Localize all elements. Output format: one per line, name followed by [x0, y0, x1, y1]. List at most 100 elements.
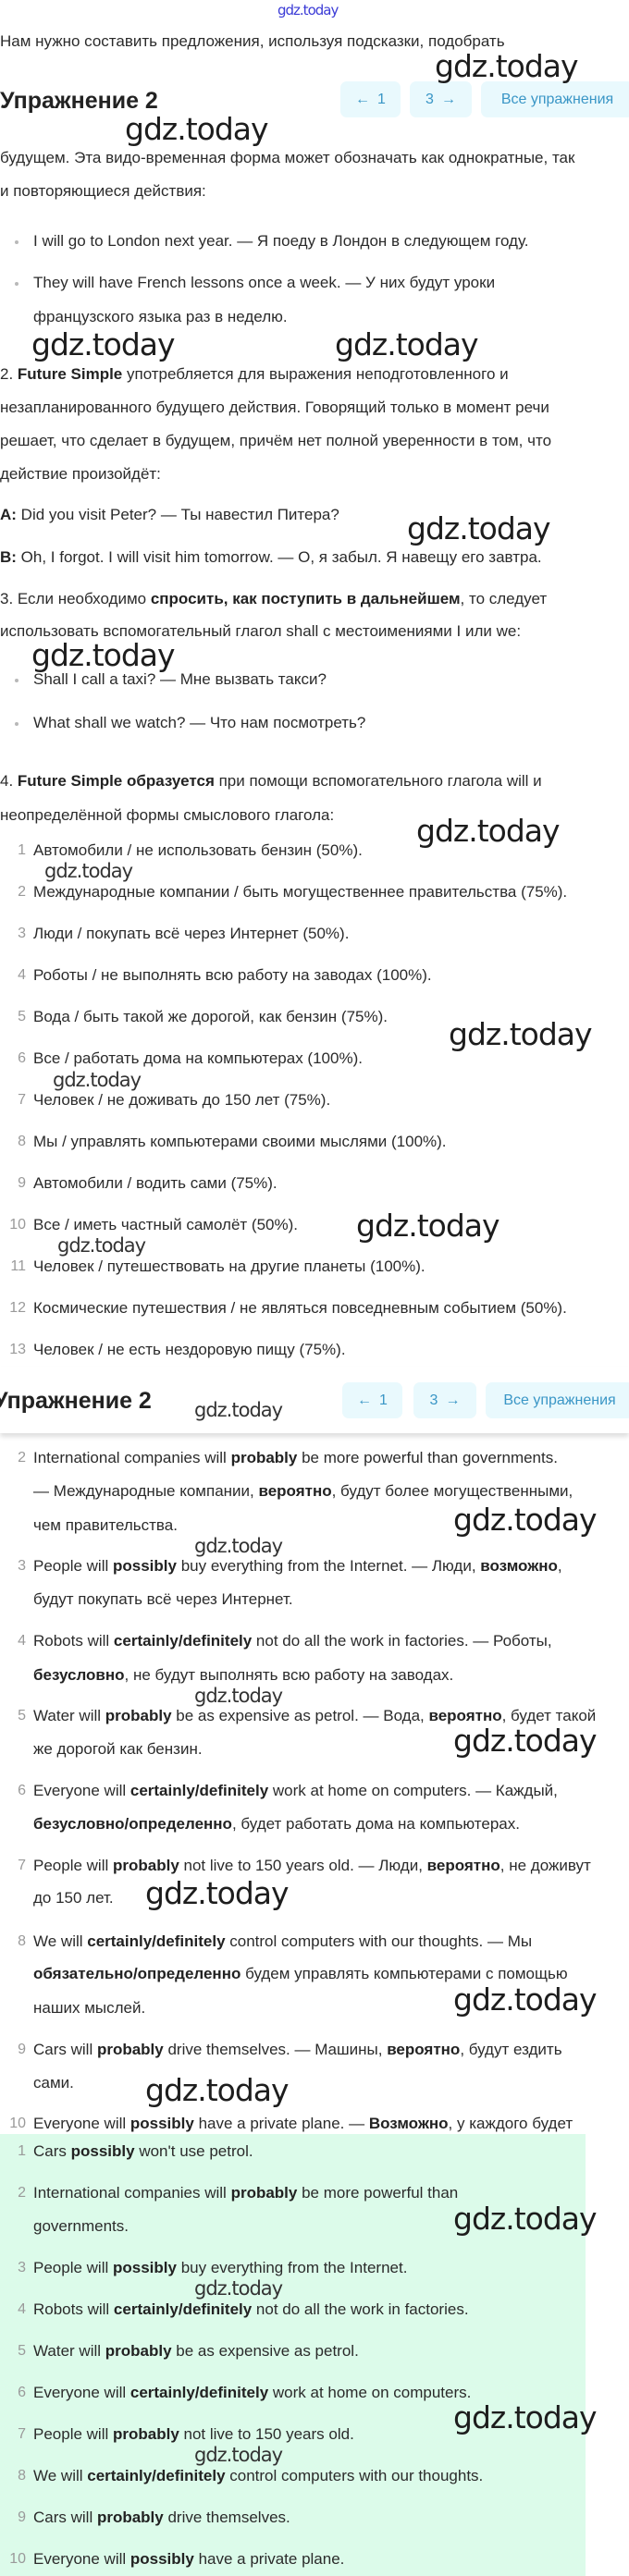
sticky-title: Упражнение 2	[0, 1388, 152, 1414]
translation-line: People will probably not live to 150 yea…	[33, 1856, 591, 1876]
translation-line: будут покупать всё через Интернет.	[33, 1589, 293, 1610]
bold-text: вероятно	[428, 1707, 502, 1724]
prev-label: 1	[379, 1392, 388, 1408]
text: неопределённой формы смыслового глагола:	[0, 806, 335, 824]
answer-line: Everyone will possibly have a private pl…	[33, 2549, 344, 2570]
translation-line: Water will probably be as expensive as p…	[33, 1706, 596, 1726]
bold-text: Future Simple образуется	[17, 772, 215, 790]
watermark: gdz.today	[145, 2072, 290, 2108]
item-number: 11	[10, 1258, 26, 1274]
text: International companies will	[33, 2184, 231, 2202]
bullet-item: They will have French lessons once a wee…	[33, 273, 495, 293]
watermark: gdz.today	[453, 1723, 598, 1759]
text: Shall I call a taxi? — Мне вызвать такси…	[33, 670, 327, 688]
all-exercises-button[interactable]: Все упражнения	[481, 81, 629, 117]
text: be more powerful than	[297, 2184, 459, 2202]
item-number: 2	[18, 1450, 26, 1466]
text: сами.	[33, 2074, 74, 2091]
text: Everyone will	[33, 2384, 130, 2401]
answer-line: Cars possibly won't use petrol.	[33, 2141, 253, 2162]
text: Robots will	[33, 2300, 114, 2318]
bold-text: спросить, как поступить в дальнейшем	[150, 590, 461, 607]
item-number: 9	[18, 2042, 26, 2057]
watermark: gdz.today	[435, 48, 579, 84]
text: до 150 лет.	[33, 1889, 114, 1907]
text: Robots will	[33, 1632, 114, 1650]
task-item: Автомобили / не использовать бензин (50%…	[33, 841, 363, 859]
text: будем управлять компьютерами с помощью	[240, 1965, 568, 1982]
watermark: gdz.today	[449, 1016, 593, 1052]
text: употребляется для выражения неподготовле…	[122, 365, 509, 383]
translation-line: наших мыслей.	[33, 1998, 145, 2018]
bullet-icon	[15, 240, 18, 244]
task-item: Мы / управлять компьютерами своими мысля…	[33, 1133, 447, 1150]
task-item: Космические путешествия / не являться по…	[33, 1299, 567, 1317]
item-number: 6	[18, 1783, 26, 1798]
task-item: Все / работать дома на компьютерах (100%…	[33, 1049, 363, 1067]
task-item: Человек / путешествовать на другие плане…	[33, 1257, 426, 1275]
answer-line: Cars will probably drive themselves.	[33, 2508, 290, 2528]
prev-exercise-button[interactable]: ← 1	[342, 1382, 402, 1418]
next-exercise-button[interactable]: 3 →	[410, 81, 472, 117]
text: , будут более могущественными,	[331, 1482, 574, 1500]
bold-text: Возможно	[368, 2115, 449, 2132]
prev-exercise-button[interactable]: ← 1	[340, 81, 401, 117]
all-exercises-label: Все упражнения	[503, 1392, 616, 1408]
watermark: gdz.today	[31, 637, 176, 673]
page-title: Упражнение 2	[0, 88, 158, 114]
text: 4.	[0, 772, 18, 790]
text: be as expensive as petrol. — Вода,	[171, 1707, 429, 1724]
bold-text: certainly/definitely	[87, 1932, 226, 1950]
text: People will	[33, 2425, 113, 2443]
bullet-icon	[15, 679, 18, 682]
answer-line: Water will probably be as expensive as p…	[33, 2341, 359, 2361]
watermark: gdz.today	[453, 1502, 598, 1538]
item-number: 2	[18, 2185, 26, 2201]
text: be as expensive as petrol.	[171, 2342, 359, 2360]
text: Everyone will	[33, 2550, 130, 2568]
text: Everyone will	[33, 1782, 130, 1799]
text: 3. Если необходимо	[0, 590, 151, 607]
bold-text: possibly	[130, 2550, 194, 2568]
watermark: gdz.today	[145, 1875, 290, 1911]
item-number: 5	[18, 1708, 26, 1723]
text: незапланированного будущего действия. Го…	[0, 399, 549, 416]
text: , будут ездить	[460, 2041, 562, 2058]
text: buy everything from the Internet. — Люди…	[176, 1557, 481, 1575]
item-number: 9	[18, 2509, 26, 2525]
item-number: 8	[18, 2468, 26, 2484]
text: действие произойдёт:	[0, 465, 161, 483]
text: drive themselves. — Машины,	[163, 2041, 388, 2058]
text: Did you visit Peter? — Ты навестил Питер…	[16, 506, 339, 523]
next-exercise-button[interactable]: 3 →	[413, 1382, 476, 1418]
bold-text: certainly/definitely	[130, 2384, 269, 2401]
text: , будет работать дома на компьютерах.	[231, 1815, 520, 1833]
item-number: 4	[18, 2301, 26, 2317]
paragraph-line: и повторяющиеся действия:	[0, 181, 206, 202]
watermark: gdz.today	[335, 326, 479, 362]
bold-text: возможно	[480, 1557, 558, 1575]
item-number: 4	[18, 1633, 26, 1649]
prev-label: 1	[377, 91, 386, 107]
all-exercises-button[interactable]: Все упражнения	[486, 1382, 629, 1418]
bold-text: probably	[230, 1449, 298, 1466]
watermark: gdz.today	[31, 326, 176, 362]
bullet-icon	[15, 282, 18, 286]
text: governments.	[33, 2217, 129, 2235]
task-item: Человек / не есть нездоровую пищу (75%).	[33, 1341, 346, 1358]
text: We will	[33, 1932, 88, 1950]
translation-line: Everyone will certainly/definitely work …	[33, 1781, 558, 1801]
translation-line: же дорогой как бензин.	[33, 1739, 203, 1760]
item-number: 12	[9, 1300, 26, 1316]
task-item: Вода / быть такой же дорогой, как бензин…	[33, 1008, 388, 1025]
bold-text: probably	[113, 2425, 179, 2443]
text: , не доживут	[500, 1857, 591, 1874]
intro-text: Нам нужно составить предложения, использ…	[0, 32, 505, 50]
bold-text: probably	[96, 2509, 164, 2526]
task-item: Автомобили / водить сами (75%).	[33, 1174, 278, 1192]
text: work at home on computers.	[268, 2384, 472, 2401]
text: not do all the work in factories.	[252, 2300, 469, 2318]
item-number: 6	[18, 1050, 26, 1066]
item-number: 8	[18, 1933, 26, 1949]
bullet-item: I will go to London next year. — Я поеду…	[33, 231, 528, 251]
